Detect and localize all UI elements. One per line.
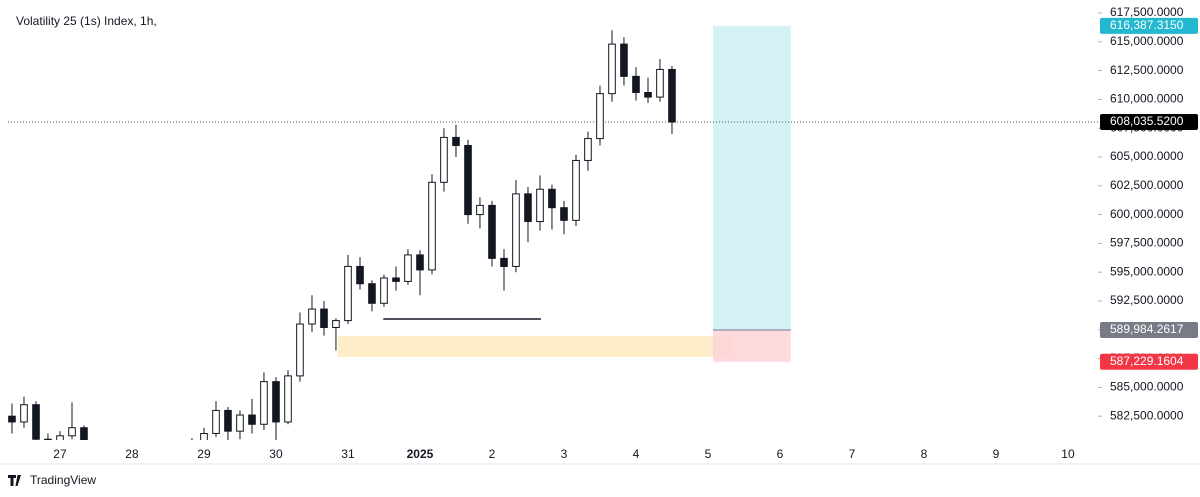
candle-body (248, 414, 256, 425)
y-tick-label: 602,500.0000 (1110, 178, 1184, 192)
y-tick-label: 617,500.0000 (1110, 5, 1184, 19)
tv-logo (8, 475, 21, 486)
price-label: 589,984.2617 (1110, 322, 1184, 336)
y-tick-label: 612,500.0000 (1110, 63, 1184, 77)
candle-body (644, 91, 652, 98)
candle-body (224, 409, 232, 432)
candle-body (476, 204, 484, 216)
candle-body (32, 404, 40, 440)
candle-body (296, 323, 304, 377)
candle-body (524, 193, 532, 223)
price-label-bg (1100, 353, 1198, 370)
candle-body (404, 254, 412, 282)
plot-area (8, 25, 1098, 440)
price-label-bg (1100, 114, 1198, 131)
x-tick-label: 29 (197, 447, 211, 461)
y-tick-label: 600,000.0000 (1110, 207, 1184, 221)
candle-body (656, 68, 664, 98)
candle-body (284, 375, 292, 423)
zone (337, 336, 734, 357)
candle-body (332, 320, 340, 328)
candle-body (236, 414, 244, 432)
candle-body (500, 257, 508, 267)
candle-body (428, 181, 436, 271)
candle-body (488, 204, 496, 259)
candle-body (200, 432, 208, 440)
x-tick-label: 30 (269, 447, 283, 461)
candle-body (548, 188, 556, 209)
candle-body (20, 404, 28, 423)
y-tick-label: 582,500.0000 (1110, 408, 1184, 422)
x-tick-label: 4 (633, 447, 640, 461)
y-tick-label: 592,500.0000 (1110, 293, 1184, 307)
candle-body (620, 43, 628, 77)
candle-body (356, 265, 364, 285)
position-loss (713, 329, 791, 362)
price-label-bg (1100, 321, 1198, 338)
candle-body (368, 283, 376, 304)
x-tick-label: 6 (777, 447, 784, 461)
candle-body (452, 136, 460, 146)
candle-body (260, 381, 268, 425)
candle-body (668, 68, 676, 123)
candle-body (68, 427, 76, 437)
candle-body (212, 409, 220, 434)
candle-body (80, 427, 88, 440)
x-tick-label: 5 (705, 447, 712, 461)
candle-body (380, 277, 388, 304)
y-tick-label: 585,000.0000 (1110, 380, 1184, 394)
candle-body (536, 188, 544, 223)
candle-body (512, 193, 520, 267)
candle-body (572, 159, 580, 221)
x-tick-label: 27 (53, 447, 67, 461)
y-tick-label: 597,500.0000 (1110, 236, 1184, 250)
price-label-bg (1100, 17, 1198, 34)
candle-body (440, 136, 448, 183)
candle-body (344, 265, 352, 322)
y-tick-label: 610,000.0000 (1110, 92, 1184, 106)
candle-body (8, 415, 16, 423)
x-tick-label: 31 (341, 447, 355, 461)
x-tick-label: 7 (849, 447, 856, 461)
price-label: 608,035.5200 (1110, 114, 1184, 128)
candle-body (44, 438, 52, 440)
candle-body (608, 43, 616, 95)
chart-title: Volatility 25 (1s) Index, 1h, (16, 14, 157, 28)
candle-body (596, 93, 604, 140)
x-tick-label: 2025 (407, 447, 434, 461)
candle-body (272, 381, 280, 423)
candle-body (56, 435, 64, 440)
x-tick-label: 10 (1061, 447, 1075, 461)
candle-body (560, 207, 568, 221)
candle-body (308, 308, 316, 325)
y-tick-label: 605,000.0000 (1110, 149, 1184, 163)
x-tick-label: 28 (125, 447, 139, 461)
candle-body (320, 308, 328, 328)
y-tick-label: 615,000.0000 (1110, 34, 1184, 48)
price-label: 587,229.1604 (1110, 354, 1184, 368)
y-tick-label: 595,000.0000 (1110, 264, 1184, 278)
x-tick-label: 3 (561, 447, 568, 461)
x-tick-label: 9 (993, 447, 1000, 461)
candle-body (632, 75, 640, 93)
x-tick-label: 8 (921, 447, 928, 461)
footer-brand: TradingView (30, 473, 96, 487)
candle-body (392, 277, 400, 282)
candle-body (416, 254, 424, 271)
x-tick-label: 2 (489, 447, 496, 461)
candle-body (464, 144, 472, 216)
candle-body (584, 138, 592, 161)
position-profit (713, 25, 791, 330)
price-label: 616,387.3150 (1110, 18, 1184, 32)
